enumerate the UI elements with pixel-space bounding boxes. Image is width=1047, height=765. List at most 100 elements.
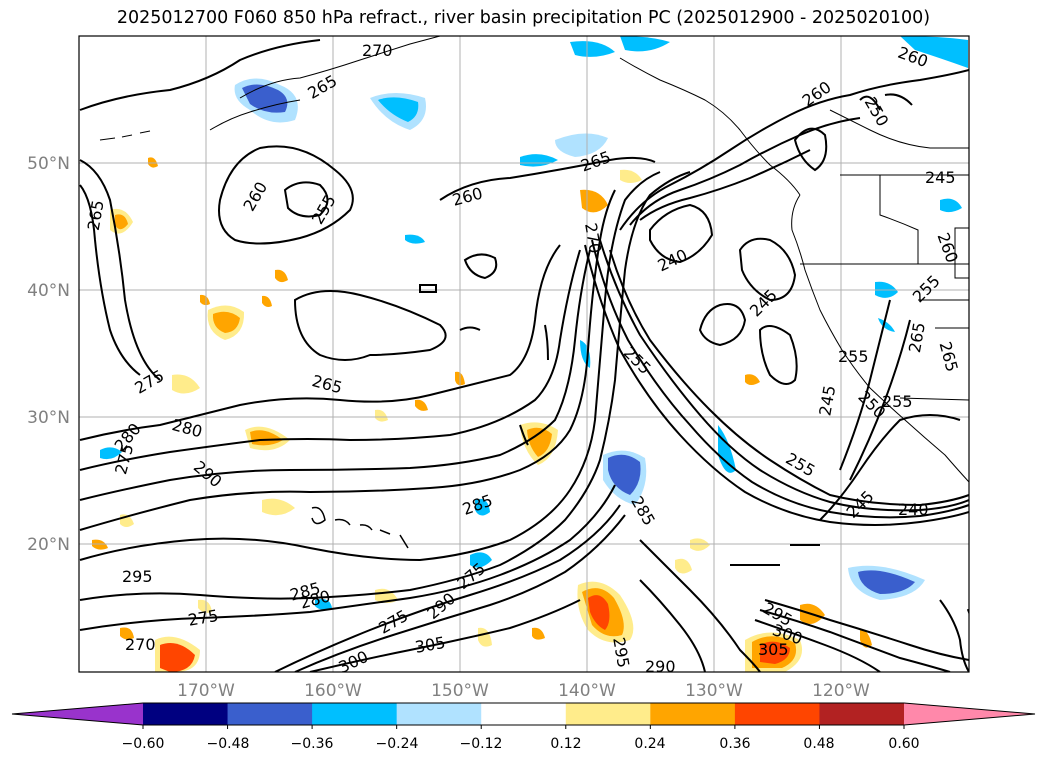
neg-area bbox=[242, 84, 288, 113]
lon-label: 140°W bbox=[558, 681, 616, 701]
contour-label: 285 bbox=[460, 491, 495, 519]
pos-area bbox=[148, 157, 158, 168]
colorbar-segment bbox=[481, 703, 567, 725]
contour-label: 260 bbox=[450, 184, 484, 210]
neg-area bbox=[470, 552, 492, 568]
pos-area bbox=[675, 558, 692, 574]
gridlines bbox=[79, 36, 969, 672]
contour-label: 295 bbox=[122, 567, 153, 586]
colorbar-tick-label: 0.24 bbox=[634, 736, 665, 752]
contour-label: 265 bbox=[310, 371, 344, 397]
colorbar-tick-label: −0.48 bbox=[207, 736, 250, 752]
lon-label: 150°W bbox=[431, 681, 489, 701]
contour-label: 240 bbox=[898, 500, 929, 519]
colorbar-tick-label: −0.24 bbox=[376, 736, 419, 752]
neg-area bbox=[520, 154, 558, 167]
neg-area bbox=[718, 425, 736, 473]
pos-area bbox=[115, 214, 128, 230]
colorbar-segment bbox=[819, 703, 905, 725]
pos-area bbox=[588, 595, 610, 630]
neg-area bbox=[405, 234, 425, 244]
contour-label: 265 bbox=[84, 199, 108, 232]
contour-label: 245 bbox=[925, 168, 956, 187]
contour-label: 260 bbox=[239, 178, 271, 214]
contour-label: 245 bbox=[815, 384, 839, 417]
neg-area bbox=[878, 318, 895, 332]
pos-area bbox=[198, 599, 212, 613]
pos-area bbox=[860, 629, 872, 648]
contour-label: 265 bbox=[905, 321, 929, 354]
neg-area bbox=[858, 570, 915, 594]
lon-label: 120°W bbox=[812, 681, 870, 701]
pos-area bbox=[745, 374, 760, 385]
contour-label: 270 bbox=[362, 41, 393, 60]
pos-area bbox=[580, 189, 608, 213]
colorbar-segment bbox=[312, 703, 398, 725]
lon-label: 130°W bbox=[685, 681, 743, 701]
contour-lines bbox=[79, 39, 969, 672]
pos-area bbox=[262, 295, 272, 307]
contour-label: 270 bbox=[963, 603, 991, 638]
neg-area bbox=[315, 599, 332, 610]
contour-label: 255 bbox=[783, 449, 819, 481]
lat-label: 30°N bbox=[27, 408, 70, 428]
colorbar-tick-label: −0.60 bbox=[122, 736, 165, 752]
colorbar: −0.60 −0.48 −0.36 −0.24 −0.12 0.12 0.24 … bbox=[11, 702, 1036, 752]
contour-label: 255 bbox=[909, 271, 944, 306]
colorbar-extend-low bbox=[12, 703, 143, 725]
pos-area bbox=[620, 169, 642, 183]
pos-area bbox=[262, 498, 295, 516]
contour-label: 305 bbox=[414, 633, 447, 657]
colorbar-tick-label: −0.12 bbox=[460, 736, 503, 752]
pos-area bbox=[527, 427, 552, 457]
lon-label: 160°W bbox=[304, 681, 362, 701]
contour-label: 275 bbox=[131, 366, 167, 398]
contour-label: 275 bbox=[187, 606, 220, 630]
neg-area bbox=[940, 198, 962, 213]
colorbar-segment bbox=[396, 703, 482, 725]
contour-label: 305 bbox=[758, 640, 789, 659]
neg-area bbox=[570, 41, 615, 57]
neg-area bbox=[100, 447, 122, 460]
contour-label: 265 bbox=[935, 339, 961, 373]
colorbar-extend-high bbox=[904, 703, 1035, 725]
colorbar-segment bbox=[650, 703, 736, 725]
contour-label: 280 bbox=[170, 415, 204, 441]
contour-label: 260 bbox=[934, 230, 962, 265]
lat-label: 20°N bbox=[27, 535, 70, 555]
map-title: 2025012700 F060 850 hPa refract., river … bbox=[116, 8, 931, 28]
contour-label: 270 bbox=[581, 221, 605, 254]
contour-label: 290 bbox=[645, 657, 676, 676]
pos-area bbox=[760, 641, 790, 664]
neg-area bbox=[555, 133, 608, 157]
lat-labels: 50°N 40°N 30°N 20°N bbox=[27, 154, 70, 555]
colorbar-segment bbox=[734, 703, 820, 725]
pos-area bbox=[212, 311, 240, 333]
colorbar-segment bbox=[227, 703, 313, 725]
pos-area bbox=[690, 538, 710, 551]
neg-area bbox=[608, 454, 641, 495]
contour-label: 255 bbox=[882, 392, 913, 411]
pos-area bbox=[92, 539, 108, 550]
contour-label: 260 bbox=[799, 77, 835, 110]
pos-area bbox=[250, 430, 283, 446]
pos-area bbox=[172, 374, 200, 394]
contour-label: 290 bbox=[190, 457, 226, 491]
contour-label: 245 bbox=[746, 285, 781, 320]
lon-label: 170°W bbox=[177, 681, 235, 701]
pos-area bbox=[275, 269, 288, 283]
colorbar-tick-label: 0.12 bbox=[550, 736, 581, 752]
pos-area bbox=[375, 409, 388, 422]
islands bbox=[311, 506, 409, 549]
pos-area bbox=[120, 627, 134, 640]
contour-label: 240 bbox=[655, 245, 691, 275]
contour-label: 250 bbox=[861, 94, 893, 130]
precip-shading bbox=[92, 36, 968, 672]
neg-area bbox=[378, 97, 419, 122]
lat-label: 40°N bbox=[27, 281, 70, 301]
coastlines bbox=[99, 36, 969, 483]
contour-label: 295 bbox=[609, 636, 633, 669]
contour-label: 255 bbox=[838, 347, 869, 366]
lat-label: 50°N bbox=[27, 154, 70, 174]
